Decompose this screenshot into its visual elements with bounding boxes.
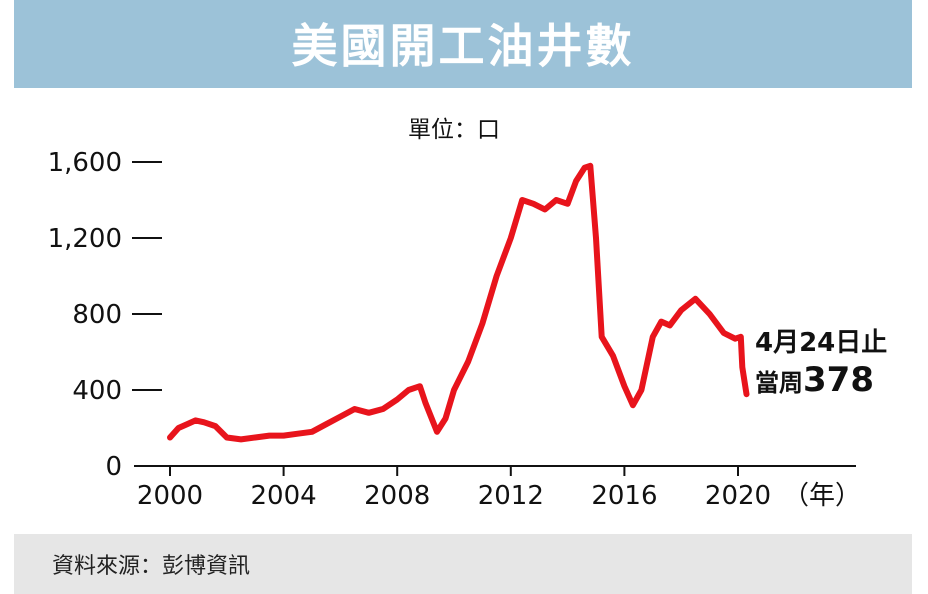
y-tick-label: 400 (72, 376, 122, 406)
series-group (167, 162, 750, 443)
series-line (167, 162, 750, 443)
y-tick-label: 1,600 (48, 148, 122, 178)
x-axis: 2000 2004 2008 2012 2016 2020 （年） (134, 465, 861, 511)
annotation-date: 4月24日止 (755, 328, 888, 358)
y-axis: 0 400 800 1,200 1,600 (48, 148, 162, 482)
annotation-prefix: 當周 (755, 369, 803, 397)
annotation-number: 378 (803, 360, 874, 400)
x-axis-label: （年） (783, 481, 861, 511)
chart-title: 美國開工油井數 (291, 19, 635, 73)
source-bar (14, 534, 912, 594)
x-tick-label: 2016 (591, 481, 657, 511)
x-tick-label: 2012 (478, 481, 544, 511)
unit-label: 單位：口 (408, 117, 500, 143)
annotation-value: 當周378 (755, 360, 874, 400)
source-note: 資料來源：彭博資訊 (52, 554, 251, 579)
y-tick-label: 800 (72, 300, 122, 330)
title-banner: 美國開工油井數 (14, 0, 912, 88)
chart-frame (14, 0, 912, 594)
x-tick-label: 2000 (137, 481, 203, 511)
y-tick-label: 1,200 (48, 224, 122, 254)
x-tick-label: 2020 (705, 481, 771, 511)
y-tick-label: 0 (105, 452, 122, 482)
x-tick-label: 2008 (364, 481, 430, 511)
x-tick-label: 2004 (251, 481, 317, 511)
